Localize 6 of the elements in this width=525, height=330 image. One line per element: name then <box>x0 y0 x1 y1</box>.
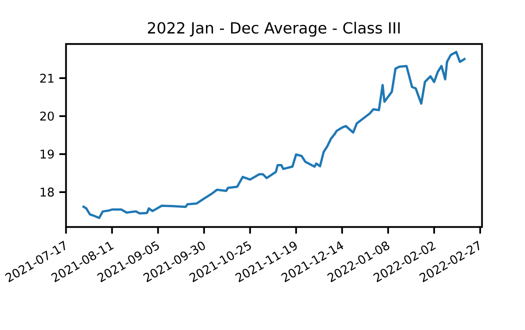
y-tick-label: 18 <box>40 188 54 197</box>
chart-title: 2022 Jan - Dec Average - Class III <box>148 22 400 37</box>
line-series <box>81 50 467 220</box>
y-tick-label: 21 <box>40 74 54 83</box>
y-tick-label: 20 <box>40 112 54 121</box>
y-tick-label: 19 <box>40 150 54 159</box>
